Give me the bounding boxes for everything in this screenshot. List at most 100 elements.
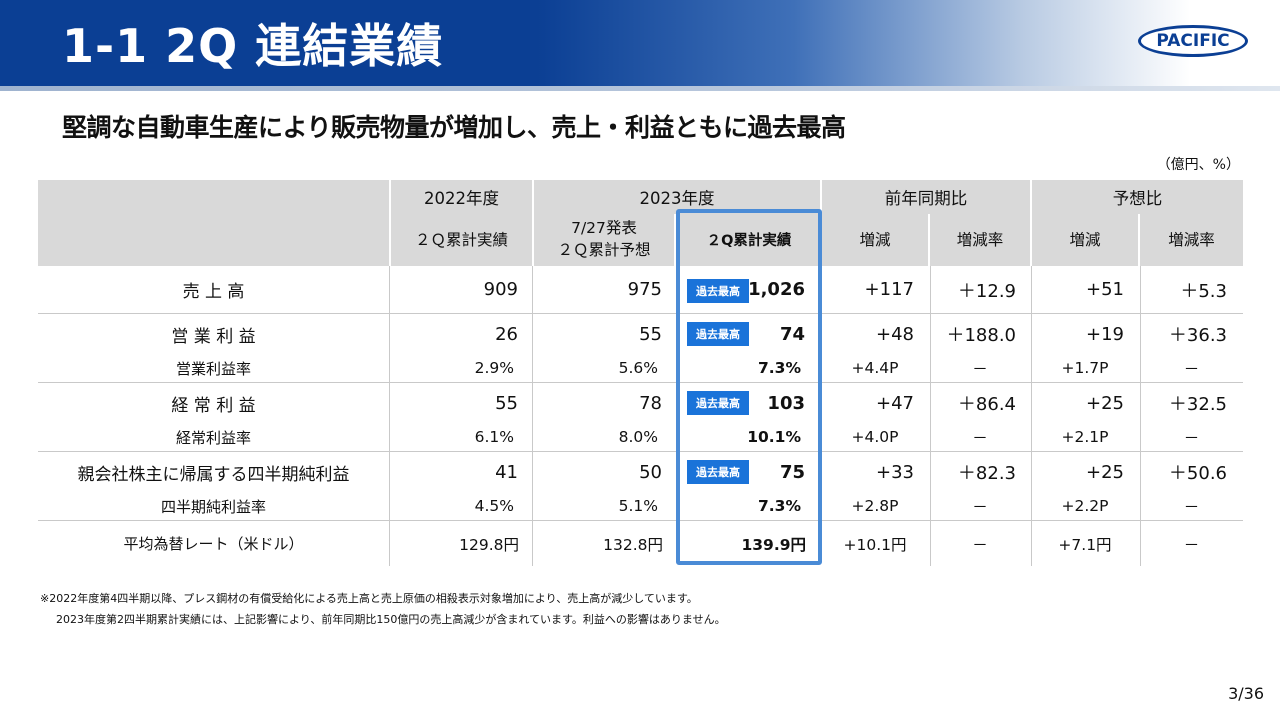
slide-title: 1-1 2Q 連結業績 <box>62 19 444 73</box>
cell-net-income-fy2022: 41 <box>495 461 518 483</box>
cell-ord-income-yoy-rate: ＋86.4 <box>957 394 1016 415</box>
column-divider <box>532 266 533 566</box>
record-high-badge: 過去最高 <box>687 279 749 303</box>
slide-subtitle: 堅調な自動車生産により販売物量が増加し、売上・利益ともに過去最高 <box>62 113 846 142</box>
cell-ord-income-yoy-change: +47 <box>876 392 914 414</box>
cell-fx-rate-fy2022: 129.8円 <box>459 535 519 554</box>
cell-fx-rate-yoy-change: +10.1円 <box>843 535 907 554</box>
company-logo: PACIFIC <box>1138 25 1248 57</box>
cell-op-income-yoy-change: +48 <box>876 323 914 345</box>
cell-net-margin-fc-change: +2.2P <box>1061 497 1109 515</box>
cell-op-income-fy2022: 26 <box>495 323 518 345</box>
cell-fx-rate-yoy-rate: － <box>972 535 988 554</box>
row-divider <box>38 382 1243 383</box>
cell-net-margin-fc-rate: － <box>1183 498 1200 516</box>
header-bg-fy2022 <box>391 180 532 266</box>
cell-op-margin-fc-change: +1.7P <box>1061 359 1109 377</box>
cell-op-income-yoy-rate: ＋188.0 <box>946 325 1016 346</box>
header-divider <box>674 214 676 266</box>
row-label-net-income: 親会社株主に帰属する四半期純利益 <box>77 464 350 485</box>
row-divider <box>38 520 1243 521</box>
cell-net-income-yoy-change: +33 <box>876 461 914 483</box>
cell-ord-margin-fc-change: +2.1P <box>1061 428 1109 446</box>
cell-net-margin-fy2023: 7.3% <box>758 497 801 515</box>
record-high-badge: 過去最高 <box>687 460 749 484</box>
cell-ord-income-fc-rate: ＋32.5 <box>1168 394 1227 415</box>
cell-op-income-forecast: 55 <box>639 323 662 345</box>
footnote-line-1: ※2022年度第4四半期以降、プレス鋼材の有償受給化による売上高と売上原価の相殺… <box>40 592 698 605</box>
cell-net-margin-fy2022: 4.5% <box>474 497 514 515</box>
header-divider <box>1138 214 1140 266</box>
cell-ord-margin-yoy-change: +4.0P <box>851 428 899 446</box>
cell-net-income-forecast: 50 <box>639 461 662 483</box>
cell-sales-forecast: 975 <box>627 279 662 300</box>
cell-ord-income-forecast: 78 <box>639 392 662 414</box>
cell-op-income-fc-change: +19 <box>1086 323 1124 345</box>
column-divider <box>389 266 390 566</box>
cell-ord-margin-yoy-rate: － <box>972 429 988 447</box>
cell-ord-income-fy2023: 103 <box>767 392 805 414</box>
header-fy2023: 2023年度 <box>639 189 715 208</box>
cell-sales-fc-change: +51 <box>1086 279 1124 300</box>
cell-ord-income-fy2022: 55 <box>495 392 518 414</box>
record-high-badge: 過去最高 <box>687 322 749 346</box>
subheader-forecast-line2: ２Ｑ累計予想 <box>557 241 651 259</box>
cell-op-income-fy2023: 74 <box>779 323 805 345</box>
cell-net-income-fc-change: +25 <box>1086 461 1124 483</box>
cell-net-income-yoy-rate: ＋82.3 <box>957 463 1016 484</box>
cell-net-margin-yoy-rate: － <box>972 498 988 516</box>
header-divider <box>928 214 930 266</box>
cell-op-margin-yoy-change: +4.4P <box>851 359 899 377</box>
cell-fx-rate-fc-rate: － <box>1183 535 1200 554</box>
cell-net-margin-forecast: 5.1% <box>618 497 658 515</box>
cell-op-margin-yoy-rate: － <box>972 360 988 378</box>
page-number: 3/36 <box>1228 684 1264 703</box>
header-bg-label <box>38 180 389 266</box>
cell-ord-margin-fy2023: 10.1% <box>747 428 801 446</box>
subheader-fy2022-actual: ２Ｑ累計実績 <box>414 231 508 249</box>
subheader-yoy-change: 増減 <box>859 231 891 249</box>
subheader-forecast-line1: 7/27発表 <box>571 219 637 237</box>
column-divider <box>1031 266 1032 566</box>
row-label-ord-income: 経 常 利 益 <box>171 395 256 416</box>
title-banner-underline <box>0 86 1280 91</box>
cell-sales-yoy-change: +117 <box>864 279 914 300</box>
subheader-fc-rate: 増減率 <box>1168 231 1215 249</box>
row-label-op-income: 営 業 利 益 <box>171 326 256 347</box>
row-label-op-margin: 営業利益率 <box>175 359 251 378</box>
cell-op-income-fc-rate: ＋36.3 <box>1168 325 1227 346</box>
column-divider <box>1140 266 1141 566</box>
footnotes: ※2022年度第4四半期以降、プレス鋼材の有償受給化による売上高と売上原価の相殺… <box>40 588 726 630</box>
cell-ord-margin-forecast: 8.0% <box>618 428 658 446</box>
cell-net-income-fy2023: 75 <box>779 461 805 483</box>
cell-op-margin-fc-rate: － <box>1183 360 1200 378</box>
subheader-yoy-rate: 増減率 <box>956 231 1004 249</box>
header-yoy: 前年同期比 <box>884 189 968 208</box>
cell-ord-margin-fy2022: 6.1% <box>474 428 514 446</box>
record-high-badge: 過去最高 <box>687 391 749 415</box>
cell-fx-rate-forecast: 132.8円 <box>603 535 663 554</box>
row-label-ord-margin: 経常利益率 <box>175 428 251 447</box>
cell-net-income-fc-rate: ＋50.6 <box>1168 463 1227 484</box>
column-divider <box>930 266 931 566</box>
cell-sales-fc-rate: ＋5.3 <box>1180 280 1227 302</box>
cell-sales-yoy-rate: ＋12.9 <box>957 280 1016 302</box>
cell-op-margin-forecast: 5.6% <box>618 359 658 377</box>
header-vs-forecast: 予想比 <box>1112 189 1163 208</box>
cell-ord-margin-fc-rate: － <box>1183 429 1200 447</box>
header-bg-yoy <box>822 180 1030 266</box>
cell-sales-fy2023: 1,026 <box>748 279 805 300</box>
row-divider <box>38 451 1243 452</box>
header-bg-forecast <box>1032 180 1243 266</box>
footnote-line-2: 2023年度第2四半期累計実績には、上記影響により、前年同期比150億円の売上高… <box>56 613 726 626</box>
cell-sales-fy2022: 909 <box>483 279 518 300</box>
highlight-frame-2q-actual <box>676 209 822 565</box>
cell-net-margin-yoy-change: +2.8P <box>851 497 899 515</box>
cell-op-margin-fy2023: 7.3% <box>758 359 801 377</box>
subheader-fc-change: 増減 <box>1069 231 1101 249</box>
cell-fx-rate-fc-change: +7.1円 <box>1058 535 1112 554</box>
row-divider <box>38 313 1243 314</box>
row-label-sales: 売 上 高 <box>182 282 245 302</box>
unit-label: （億円、%） <box>1156 157 1240 173</box>
subheader-fy2023-actual: ２Q累計実績 <box>706 232 792 249</box>
